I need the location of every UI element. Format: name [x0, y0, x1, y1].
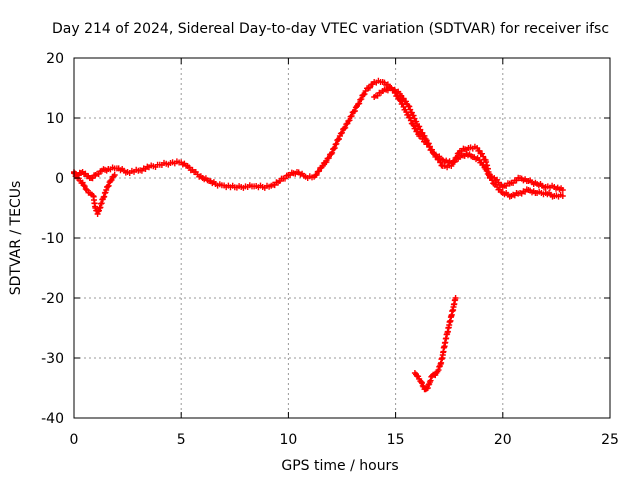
data-point: [360, 91, 367, 98]
data-point: [396, 97, 403, 103]
data-point: [342, 124, 349, 131]
x-tick-label: 10: [279, 432, 297, 448]
data-point: [559, 193, 566, 199]
data-point: [488, 174, 494, 181]
data-point: [559, 187, 566, 193]
x-tick-label: 0: [70, 432, 79, 448]
data-point: [358, 96, 365, 103]
series-lower-band: [371, 85, 566, 200]
data-point: [329, 149, 336, 156]
data-point: [108, 177, 115, 184]
x-tick-label: 25: [601, 432, 619, 448]
data-point: [105, 182, 112, 189]
data-point: [406, 103, 413, 110]
series-negative-track: [411, 295, 459, 393]
data-points: [71, 77, 566, 393]
data-point: [316, 168, 322, 175]
data-point: [483, 167, 490, 174]
data-point: [479, 150, 485, 157]
y-tick-label: -30: [41, 351, 64, 367]
axis-ticks: 0 5 10 15 20 25 20 10 0 -10 -20 -30 -40: [41, 51, 619, 448]
data-point: [356, 100, 363, 107]
series-early-dip-track: [71, 169, 118, 217]
data-point: [366, 84, 373, 91]
data-point: [452, 295, 459, 301]
x-axis-label: GPS time / hours: [281, 458, 398, 474]
data-point: [80, 182, 87, 189]
x-tick-label: 15: [387, 432, 405, 448]
data-point: [399, 100, 406, 107]
data-point: [323, 159, 330, 166]
grid-lines: [74, 58, 610, 418]
y-tick-label: 20: [46, 51, 64, 67]
y-axis-label: SDTVAR / TECUs: [8, 181, 24, 296]
data-point: [480, 153, 487, 160]
data-point: [390, 87, 397, 94]
data-point: [111, 172, 118, 178]
y-tick-label: 0: [55, 171, 64, 187]
data-point: [403, 98, 409, 105]
data-point: [346, 117, 353, 124]
data-point: [107, 178, 114, 184]
data-point: [336, 136, 342, 142]
data-point: [414, 128, 421, 135]
data-point: [103, 187, 110, 193]
data-point: [407, 114, 413, 121]
data-point: [416, 123, 423, 130]
data-point: [325, 155, 332, 161]
data-point: [489, 177, 496, 184]
y-tick-label: -10: [41, 231, 64, 247]
data-point: [339, 129, 345, 136]
data-point: [348, 113, 355, 119]
y-tick-label: -20: [41, 291, 64, 307]
data-point: [313, 171, 320, 178]
data-point: [351, 108, 358, 114]
data-point: [419, 129, 426, 136]
y-tick-label: 10: [46, 111, 64, 127]
x-tick-label: 20: [494, 432, 512, 448]
y-tick-label: -40: [41, 411, 64, 427]
data-point: [425, 141, 432, 148]
data-point: [410, 112, 417, 119]
data-point: [81, 183, 88, 190]
data-point: [357, 96, 364, 103]
data-point: [101, 193, 108, 200]
data-point: [331, 145, 338, 151]
x-tick-label: 5: [177, 432, 186, 448]
data-point: [407, 117, 414, 124]
data-point: [361, 91, 368, 98]
data-point: [485, 171, 492, 177]
data-point: [419, 380, 425, 386]
data-point: [333, 140, 340, 147]
data-point: [82, 186, 89, 192]
data-point: [328, 151, 335, 157]
data-point: [319, 163, 326, 169]
chart-title: Day 214 of 2024, Sidereal Day-to-day VTE…: [52, 21, 609, 37]
